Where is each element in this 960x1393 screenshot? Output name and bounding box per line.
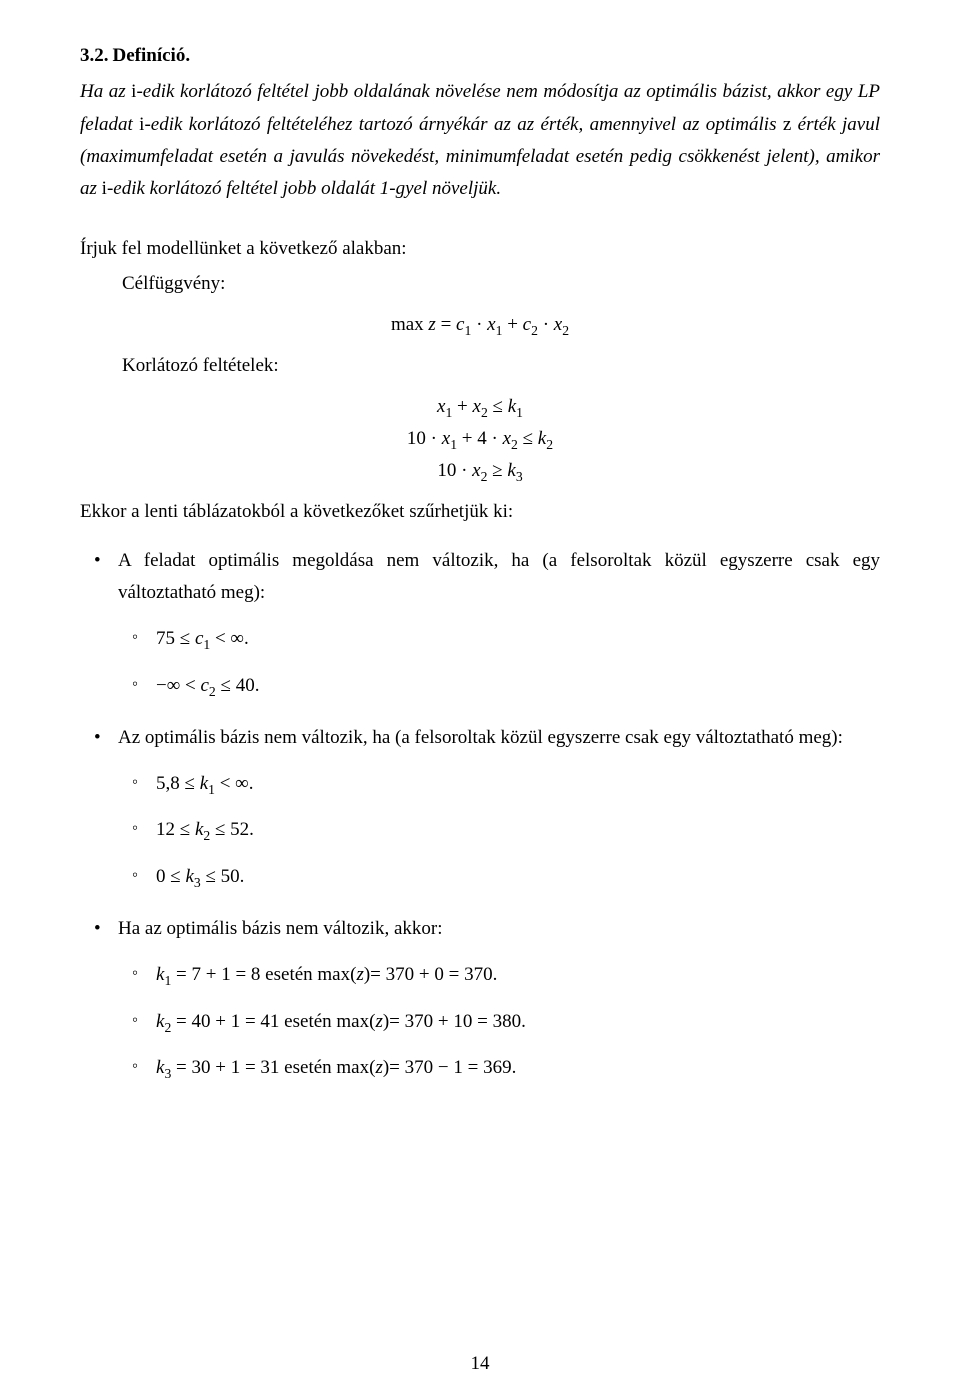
section-heading: 3.2. Definíció. xyxy=(80,40,880,72)
bullet-3-sub-1: k1 = 7 + 1 = 8 esetén max(z)= 370 + 0 = … xyxy=(118,959,880,991)
bullet-3-sublist: k1 = 7 + 1 = 8 esetén max(z)= 370 + 0 = … xyxy=(118,959,880,1084)
bullet-1-text: A feladat optimális megoldása nem változ… xyxy=(118,550,880,603)
constraint-3: 10 · x2 ≥ k3 xyxy=(80,460,880,482)
constraints-block: x1 + x2 ≤ k1 10 · x1 + 4 · x2 ≤ k2 10 · … xyxy=(80,396,880,482)
main-bullet-list: A feladat optimális megoldása nem változ… xyxy=(80,545,880,1085)
bullet-2-sub-1: 5,8 ≤ k1 < ∞. xyxy=(118,768,880,800)
constraint-2: 10 · x1 + 4 · x2 ≤ k2 xyxy=(80,428,880,450)
bullet-3: Ha az optimális bázis nem változik, akko… xyxy=(80,913,880,1084)
section-title: Definíció. xyxy=(113,45,191,66)
page: 3.2. Definíció. Ha az i-edik korlátozó f… xyxy=(0,0,960,1393)
bullet-3-sub-3: k3 = 30 + 1 = 31 esetén max(z)= 370 − 1 … xyxy=(118,1052,880,1084)
bullet-1: A feladat optimális megoldása nem változ… xyxy=(80,545,880,702)
bullet-1-sublist: 75 ≤ c1 < ∞. −∞ < c2 ≤ 40. xyxy=(118,623,880,702)
bullet-2: Az optimális bázis nem változik, ha (a f… xyxy=(80,722,880,893)
objective-formula: max z = c1 · x1 + c2 · x2 xyxy=(80,314,880,336)
bullet-3-sub-2: k2 = 40 + 1 = 41 esetén max(z)= 370 + 10… xyxy=(118,1006,880,1038)
bullet-1-sub-1: 75 ≤ c1 < ∞. xyxy=(118,623,880,655)
model-intro: Írjuk fel modellünket a következő alakba… xyxy=(80,233,880,265)
bullet-2-text: Az optimális bázis nem változik, ha (a f… xyxy=(118,727,843,748)
definition-body-text: Ha az i-edik korlátozó feltétel jobb old… xyxy=(80,81,880,199)
constraints-label: Korlátozó feltételek: xyxy=(122,350,880,382)
objective-label: Célfüggvény: xyxy=(122,268,880,300)
bullet-3-text: Ha az optimális bázis nem változik, akko… xyxy=(118,918,442,939)
constraint-1: x1 + x2 ≤ k1 xyxy=(80,396,880,418)
definition-text: Ha az i-edik korlátozó feltétel jobb old… xyxy=(80,76,880,205)
page-number: 14 xyxy=(0,1353,960,1375)
section-number: 3.2. xyxy=(80,45,109,66)
bullet-2-sublist: 5,8 ≤ k1 < ∞. 12 ≤ k2 ≤ 52. 0 ≤ k3 ≤ 50. xyxy=(118,768,880,893)
bullet-2-sub-2: 12 ≤ k2 ≤ 52. xyxy=(118,814,880,846)
tables-intro: Ekkor a lenti táblázatokból a következők… xyxy=(80,496,880,528)
bullet-2-sub-3: 0 ≤ k3 ≤ 50. xyxy=(118,861,880,893)
objective-formula-line: max z = c1 · x1 + c2 · x2 xyxy=(80,314,880,336)
bullet-1-sub-2: −∞ < c2 ≤ 40. xyxy=(118,670,880,702)
